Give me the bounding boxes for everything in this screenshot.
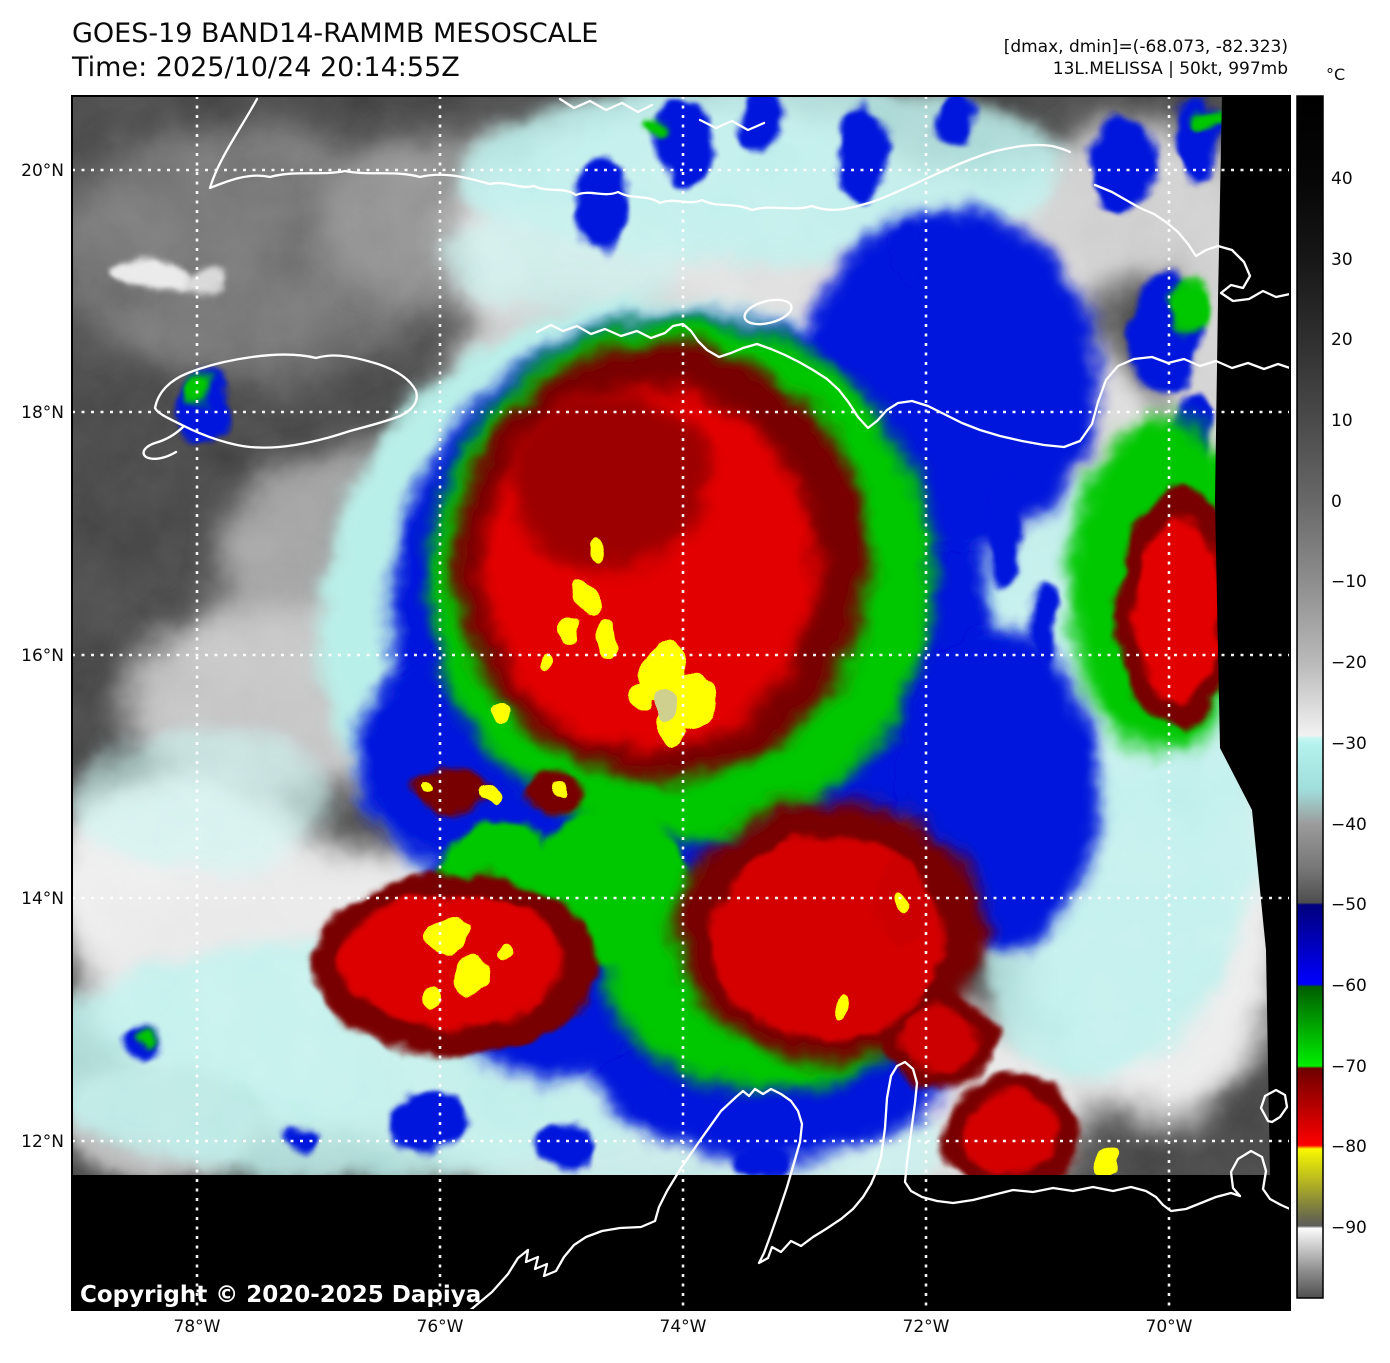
lon-axis: 78°W 76°W 74°W 72°W 70°W (174, 1317, 1193, 1337)
coast-cuba (208, 97, 1072, 212)
graticule (72, 96, 1290, 1310)
cbar-tick-m80: −80 (1331, 1137, 1367, 1157)
colorbar-unit: °C (1326, 65, 1345, 84)
dmax-dmin-readout: [dmax, dmin]=(-68.073, -82.323) (1004, 37, 1288, 57)
cbar-tick-m50: −50 (1331, 895, 1367, 915)
cbar-tick-m60: −60 (1331, 976, 1367, 996)
enhancement-color-layer (124, 96, 1254, 1193)
lon-label-78w: 78°W (174, 1317, 221, 1337)
cbar-tick-m70: −70 (1331, 1057, 1367, 1077)
lat-label-14n: 14°N (21, 889, 64, 909)
coast-cuba-north-fragment (558, 97, 654, 114)
cbar-tick-30: 30 (1331, 250, 1353, 270)
lat-label-20n: 20°N (21, 161, 64, 181)
coast-south-america (468, 1060, 1242, 1310)
lon-label-74w: 74°W (660, 1317, 707, 1337)
lon-label-70w: 70°W (1146, 1317, 1193, 1337)
coast-paraguana-peninsula (1229, 1149, 1290, 1211)
coast-small-island (1259, 1088, 1289, 1124)
colorbar-ticks: 40 30 20 10 0 −10 −20 −30 −40 −50 −60 −7… (1331, 169, 1367, 1238)
cbar-tick-m20: −20 (1331, 653, 1367, 673)
lat-label-18n: 18°N (21, 403, 64, 423)
cbar-tick-m40: −40 (1331, 815, 1367, 835)
storm-status-readout: 13L.MELISSA | 50kt, 997mb (1053, 59, 1288, 79)
cbar-tick-m30: −30 (1331, 734, 1367, 754)
product-title: GOES-19 BAND14-RAMMB MESOSCALE (72, 18, 598, 49)
cbar-tick-20: 20 (1331, 330, 1353, 350)
satellite-map: Copyright © 2020-2025 Dapiya (72, 96, 1290, 1310)
cbar-tick-40: 40 (1331, 169, 1353, 189)
coast-hispaniola-south (535, 322, 1290, 449)
coast-jamaica (142, 353, 418, 460)
yellow-overshoot-region (422, 537, 1115, 1174)
cbar-tick-10: 10 (1331, 411, 1353, 431)
coastlines (142, 97, 1290, 1310)
coast-cuba-north-fragment2 (698, 118, 766, 132)
lat-label-12n: 12°N (21, 1132, 64, 1152)
coast-hispaniola-north (1093, 183, 1290, 303)
cbar-tick-m10: −10 (1331, 572, 1367, 592)
coast-gonave-island (743, 298, 793, 326)
lat-axis: 20°N 18°N 16°N 14°N 12°N (21, 161, 64, 1152)
lon-label-72w: 72°W (903, 1317, 950, 1337)
colorbar (1296, 95, 1324, 1299)
lon-label-76w: 76°W (417, 1317, 464, 1337)
cbar-tick-0: 0 (1331, 492, 1342, 512)
product-time: Time: 2025/10/24 20:14:55Z (71, 52, 460, 83)
lat-label-16n: 16°N (21, 646, 64, 666)
red-minus80-region (340, 386, 1224, 1172)
cbar-tick-m90: −90 (1331, 1218, 1367, 1238)
map-border (71, 95, 1291, 1311)
copyright-watermark: Copyright © 2020-2025 Dapiya (80, 1282, 481, 1308)
